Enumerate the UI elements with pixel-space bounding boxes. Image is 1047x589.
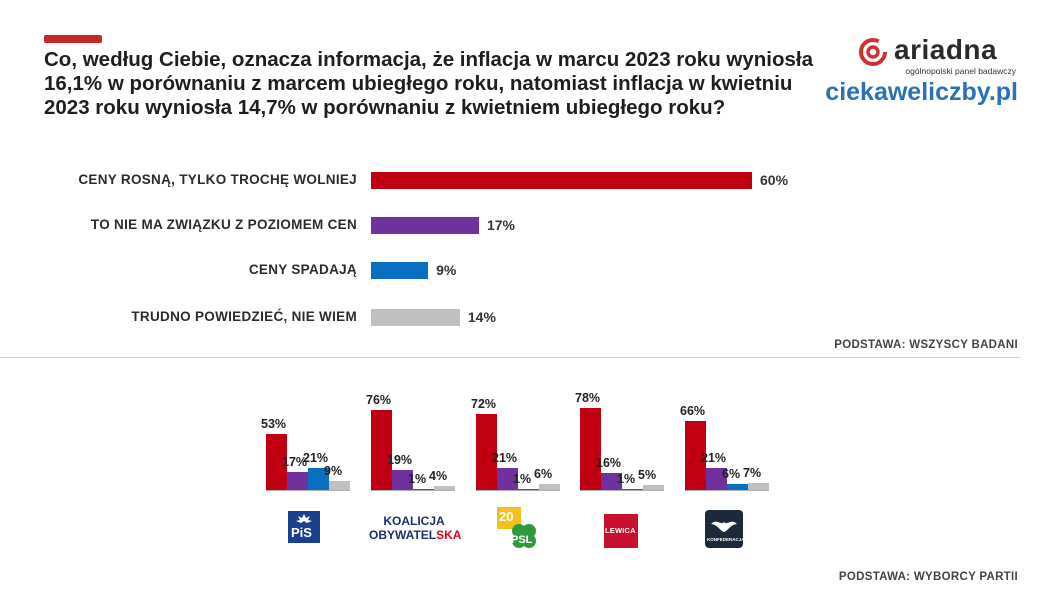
clover-icon <box>512 524 536 548</box>
party-bar-value: 72% <box>471 397 497 412</box>
party-bar <box>580 408 601 490</box>
party-bar <box>748 482 769 490</box>
party-bar-value: 21% <box>303 450 329 465</box>
party-bar <box>476 414 497 490</box>
lewica-logo-text: LEWICA <box>605 526 636 535</box>
party-bar-value: 53% <box>261 417 287 432</box>
party-bar-value: 6% <box>534 466 553 481</box>
lewica-logo: LEWICA <box>604 514 638 548</box>
party-bar-value: 76% <box>366 393 392 408</box>
party-bar <box>539 483 560 490</box>
ko-logo-line1: KOALICJA <box>383 514 445 528</box>
party-bar-value: 7% <box>743 465 762 480</box>
party-bar <box>601 473 622 490</box>
overall-bar <box>371 262 429 279</box>
category-label: CENY SPADAJĄ <box>248 262 357 277</box>
title-accent-bar <box>44 35 102 43</box>
party-bar-value: 21% <box>492 450 518 465</box>
party-bar-value: 4% <box>429 468 448 483</box>
group-baseline <box>580 490 664 491</box>
ko-logo-line2: OBYWATELSKA <box>369 528 462 542</box>
party-bar <box>329 480 350 490</box>
party-bar <box>622 488 643 490</box>
party-bar <box>727 483 748 490</box>
psl-logo-text: PSL <box>511 534 533 546</box>
psl-logo-number: 20 <box>499 509 514 524</box>
eagle-icon <box>711 521 737 532</box>
party-bar <box>308 467 329 490</box>
overall-bar-value: 9% <box>436 262 457 278</box>
overall-bar-value: 14% <box>467 309 496 325</box>
group-baseline <box>476 490 560 491</box>
party-bar-value: 21% <box>701 450 727 465</box>
pis-eagle-icon <box>296 514 312 523</box>
party-bar-value: 17% <box>282 455 308 470</box>
section-divider <box>0 357 1020 358</box>
pis-logo-text: PiS <box>291 525 312 540</box>
group-baseline <box>371 490 455 491</box>
basis-party-voters: PODSTAWA: WYBORCY PARTII <box>838 571 1018 583</box>
group-baseline <box>685 490 769 491</box>
category-label: TRUDNO POWIEDZIEĆ, NIE WIEM <box>131 309 357 324</box>
party-bar <box>413 488 434 490</box>
category-label: CENY ROSNĄ, TYLKO TROCHĘ WOLNIEJ <box>78 172 357 187</box>
party-bar <box>706 467 727 490</box>
party-bar-value: 19% <box>387 453 413 468</box>
party-bar-value: 1% <box>513 471 532 486</box>
ko-logo: KOALICJA OBYWATELSKA <box>369 514 462 546</box>
overall-bar-value: 60% <box>760 172 789 188</box>
party-bar-value: 1% <box>617 471 636 486</box>
party-bar-value: 78% <box>575 391 601 405</box>
psl-badge <box>497 507 521 529</box>
overall-bar <box>371 309 460 326</box>
ariadna-logo: ariadna ogólnopolski panel badawczy <box>858 34 1018 80</box>
site-url: ciekaweliczby.pl <box>825 78 1018 106</box>
overall-bar <box>371 172 752 189</box>
question-title: Co, według Ciebie, oznacza informacja, ż… <box>44 48 813 119</box>
party-bar-value: 9% <box>324 463 343 478</box>
party-bar <box>434 485 455 490</box>
psl-logo: 20 PSL <box>497 507 539 551</box>
ko-logo-line2a: OBYWATEL <box>369 528 437 542</box>
party-bar <box>685 420 706 490</box>
basis-all-respondents: PODSTAWA: WSZYSCY BADANI <box>834 339 1018 351</box>
party-bar-value: 16% <box>596 456 622 471</box>
group-baseline <box>266 490 350 491</box>
party-bar <box>643 484 664 490</box>
party-bar <box>266 434 287 490</box>
konfederacja-logo: KONFEDERACJA <box>705 510 745 548</box>
party-bar <box>518 488 539 490</box>
pis-logo: PiS <box>288 511 320 543</box>
party-bar-value: 5% <box>638 467 657 482</box>
category-label: TO NIE MA ZWIĄZKU Z POZIOMEM CEN <box>90 217 357 232</box>
ko-logo-line2b: SKA <box>436 528 462 542</box>
ariadna-swirl-icon <box>859 38 887 66</box>
overall-bar <box>371 217 479 234</box>
party-bar <box>287 472 308 490</box>
party-bar-value: 1% <box>408 471 427 486</box>
party-bar <box>497 467 518 490</box>
party-bar-value: 66% <box>680 403 706 418</box>
brand-tagline: ogólnopolski panel badawczy <box>905 66 1016 76</box>
party-bar-value: 6% <box>722 466 741 481</box>
brand-name: ariadna <box>894 34 998 65</box>
party-bar <box>392 470 413 490</box>
konfederacja-logo-text: KONFEDERACJA <box>707 537 745 542</box>
overall-bar-value: 17% <box>486 217 515 233</box>
party-bar <box>371 410 392 490</box>
